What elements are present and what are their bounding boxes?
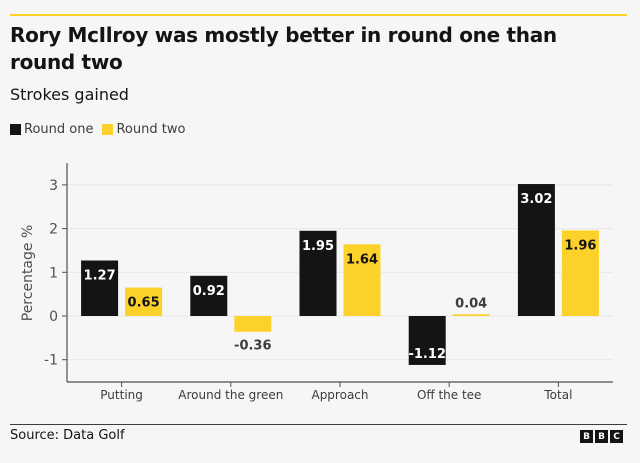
bar-round-one xyxy=(517,184,555,316)
bar-round-one xyxy=(81,260,119,316)
x-tick-label: Off the tee xyxy=(417,388,482,402)
y-tick-label: -1 xyxy=(44,353,58,369)
bbc-logo-letter: B xyxy=(580,430,593,443)
x-tick-label: Around the green xyxy=(178,388,283,402)
legend-swatch-round-one xyxy=(10,124,21,135)
data-label: 0.65 xyxy=(128,296,160,311)
bar-round-one xyxy=(299,230,337,316)
bar-round-two xyxy=(234,316,272,332)
chart-title: Rory McIlroy was mostly better in round … xyxy=(10,23,557,74)
data-label: 0.92 xyxy=(193,284,225,299)
legend: Round one Round two xyxy=(10,122,194,137)
legend-label-round-one: Round one xyxy=(24,122,94,137)
bbc-logo-letter: B xyxy=(595,430,608,443)
bar-round-two xyxy=(343,244,381,316)
data-label: 0.04 xyxy=(455,296,487,311)
x-tick-label: Putting xyxy=(100,388,143,402)
legend-label-round-two: Round two xyxy=(116,122,186,137)
top-accent-line xyxy=(10,14,627,16)
x-tick-label: Total xyxy=(543,388,572,402)
y-axis-title: Percentage % xyxy=(20,225,36,322)
y-tick-label: 2 xyxy=(49,222,58,238)
legend-item-round-one: Round one xyxy=(10,122,93,137)
bar-round-one xyxy=(190,275,228,316)
bar-round-one xyxy=(408,316,446,365)
legend-item-round-two: Round two xyxy=(102,122,185,137)
source-note: Source: Data Golf xyxy=(10,428,125,443)
bar-round-two xyxy=(125,287,163,316)
data-label: -0.36 xyxy=(234,339,271,354)
data-label: 1.96 xyxy=(564,238,596,253)
footer-divider xyxy=(10,424,627,425)
data-label: 1.95 xyxy=(302,239,334,254)
bar-round-two xyxy=(452,314,490,316)
data-label: 3.02 xyxy=(520,192,552,207)
chart-subtitle: Strokes gained xyxy=(10,85,129,104)
bar-round-two xyxy=(561,230,599,316)
data-label: -1.12 xyxy=(408,347,445,362)
legend-swatch-round-two xyxy=(102,124,114,135)
bbc-logo: B B C xyxy=(580,430,623,443)
data-label: 1.64 xyxy=(346,252,378,267)
x-tick-label: Approach xyxy=(311,388,368,402)
y-tick-label: 0 xyxy=(49,309,58,325)
y-tick-label: 3 xyxy=(49,178,58,194)
y-tick-label: 1 xyxy=(49,265,58,281)
bbc-logo-letter: C xyxy=(610,430,623,443)
data-label: 1.27 xyxy=(84,269,116,284)
